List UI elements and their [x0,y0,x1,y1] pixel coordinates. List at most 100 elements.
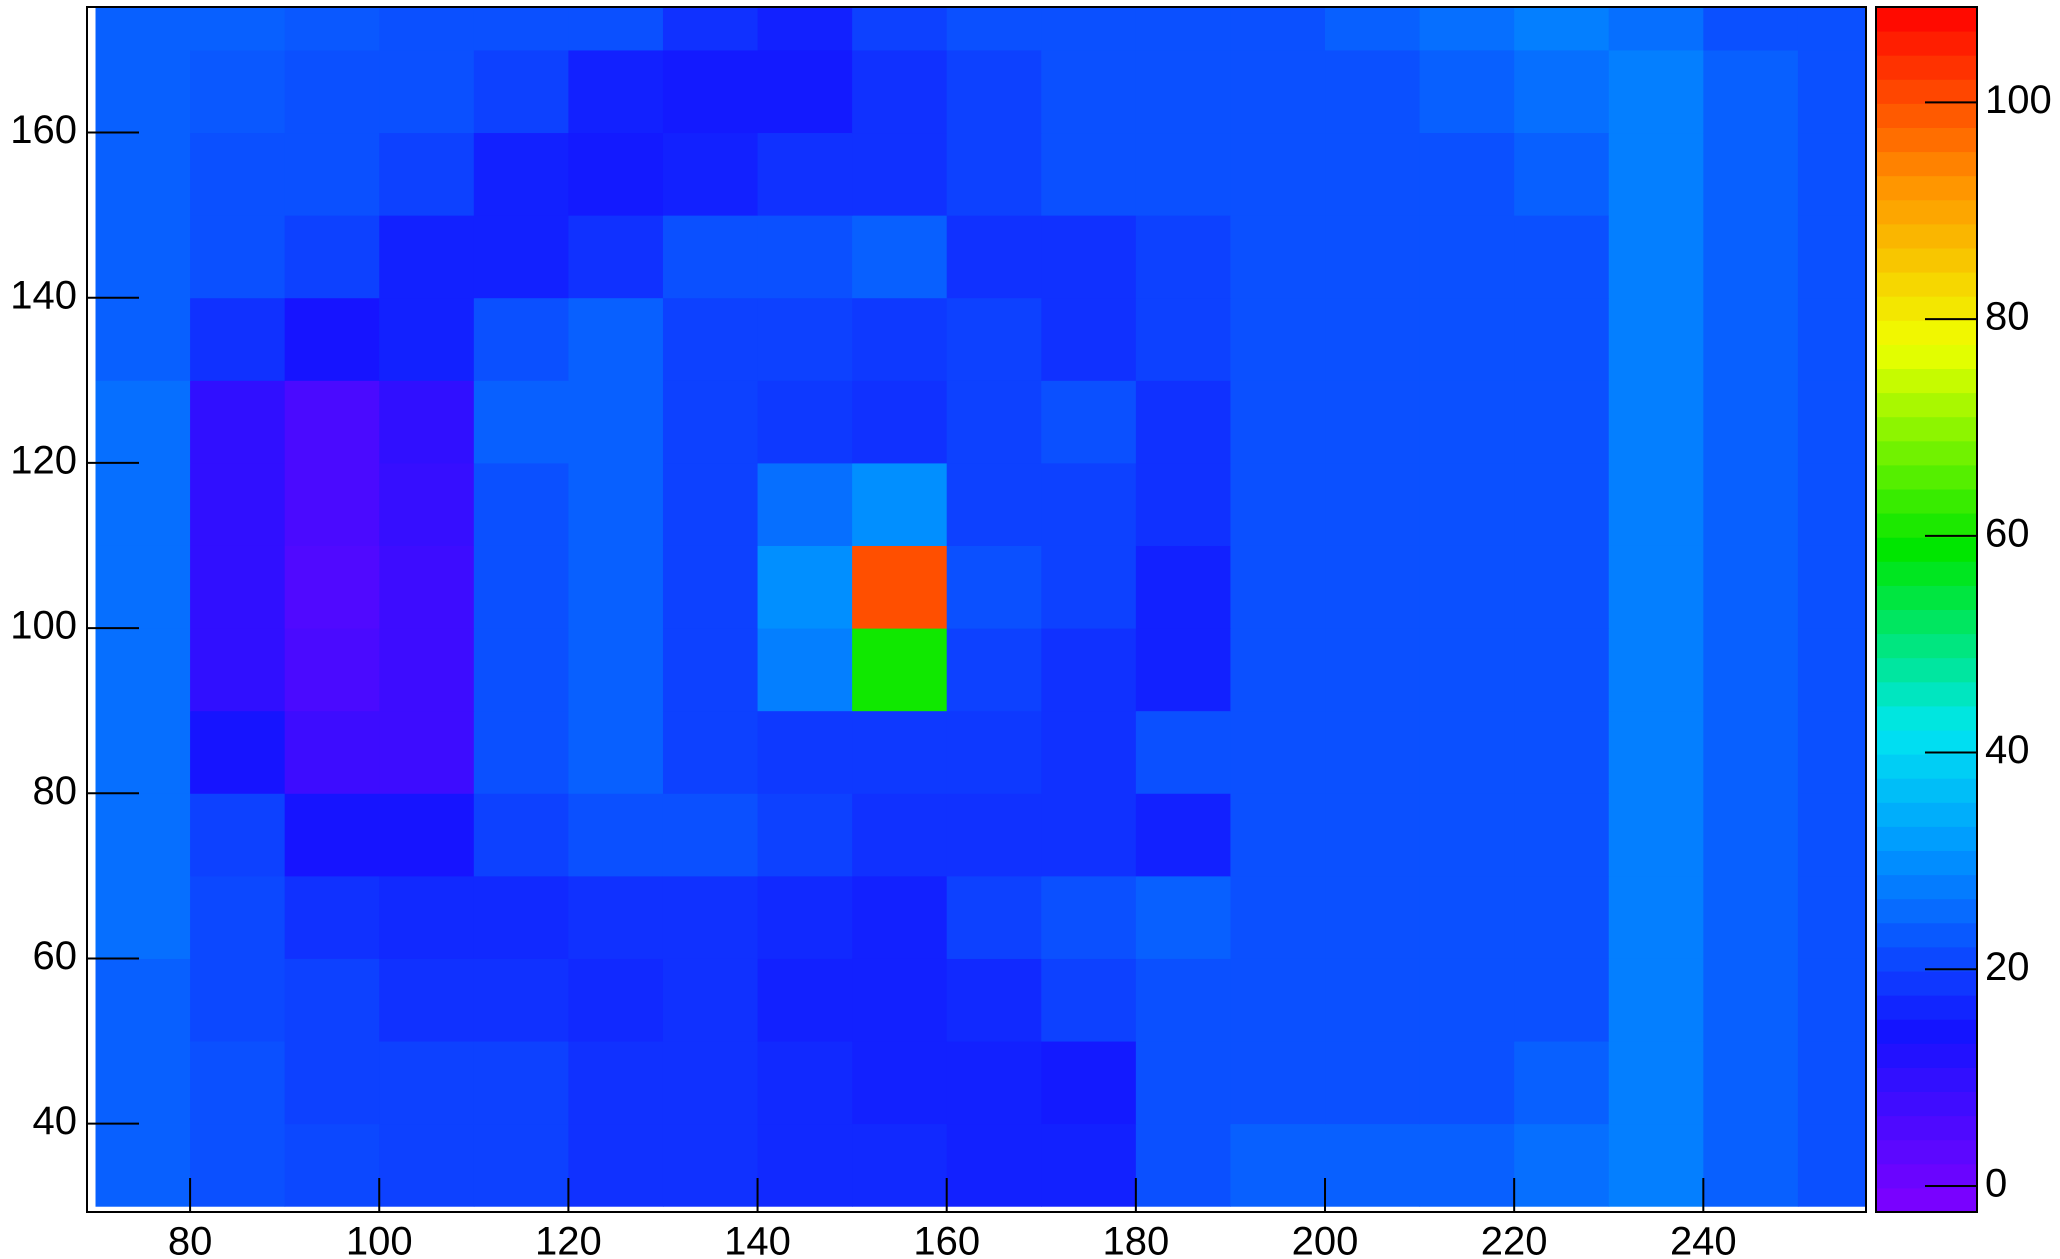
heatmap-cell [379,380,474,463]
heatmap-cell [190,876,285,959]
heatmap-cell [758,793,853,876]
heatmap-cell [1609,463,1704,546]
heatmap-cell [568,876,663,959]
heatmap-cell [1609,133,1704,216]
heatmap-cell [1703,958,1798,1041]
heatmap-cell [285,628,380,711]
colorbar-tick-label: 40 [1985,728,2030,772]
heatmap-cell [947,545,1042,628]
colorbar-band [1876,393,1977,418]
heatmap-cell [190,380,285,463]
colorbar-band [1876,1092,1977,1117]
y-tick-label: 160 [10,108,77,152]
heatmap-cell [190,133,285,216]
heatmap-cell [96,793,191,876]
heatmap-cell [1420,133,1515,216]
heatmap-cell [1703,1124,1798,1207]
heatmap-cell [285,1124,380,1207]
heatmap-cell [474,133,569,216]
colorbar-band [1876,200,1977,225]
colorbar-band [1876,826,1977,851]
heatmap-cell [1609,380,1704,463]
colorbar-band [1876,103,1977,128]
heatmap-cell [190,545,285,628]
heatmap-cell [474,215,569,298]
heatmap-cell [1136,380,1231,463]
heatmap-cell [852,463,947,546]
heatmap-cell [758,463,853,546]
heatmap-cell [1230,545,1325,628]
heatmap-cell [663,545,758,628]
colorbar-tick-label: 0 [1985,1162,2007,1206]
x-tick-label: 140 [724,1220,791,1259]
heatmap-cell [1514,133,1609,216]
colorbar-band [1876,995,1977,1020]
heatmap-cell [568,1041,663,1124]
heatmap-cell [1514,1124,1609,1207]
heatmap-cell [1041,711,1136,794]
heatmap-cell [947,711,1042,794]
heatmap-cell [568,50,663,133]
heatmap-cell [1041,50,1136,133]
colorbar-band [1876,658,1977,683]
colorbar-band [1876,923,1977,948]
heatmap-cell [285,711,380,794]
heatmap-cell [1609,1124,1704,1207]
colorbar-band [1876,320,1977,345]
heatmap-cell [663,50,758,133]
y-tick-label: 100 [10,604,77,648]
heatmap-cell [1136,1124,1231,1207]
colorbar-band [1876,417,1977,442]
heatmap-cell [758,298,853,381]
y-tick-label: 140 [10,273,77,317]
heatmap-cell [1325,1041,1420,1124]
colorbar-band [1876,465,1977,490]
heatmap-cell [852,711,947,794]
heatmap-cell [96,958,191,1041]
heatmap-cell [1514,545,1609,628]
colorbar-band [1876,971,1977,996]
heatmap-cell [1230,1041,1325,1124]
heatmap-cell [1230,628,1325,711]
heatmap-cell [1420,958,1515,1041]
heatmap-cell [758,876,853,959]
heatmap-cell [568,380,663,463]
heatmap-cell [474,628,569,711]
colorbar-band [1876,802,1977,827]
heatmap-cell [379,50,474,133]
heatmap-cell [190,215,285,298]
heatmap-cell [1420,1041,1515,1124]
heatmap-cell [190,298,285,381]
heatmap-cell [96,133,191,216]
heatmap-cell [852,50,947,133]
heatmap-cell [1136,298,1231,381]
heatmap-cell [663,793,758,876]
heatmap-cell [379,215,474,298]
heatmap-cell [285,958,380,1041]
heatmap-cell [758,380,853,463]
heatmap-cell [758,958,853,1041]
colorbar-band [1876,1019,1977,1044]
heatmap-cell [1514,298,1609,381]
heatmap-cell [568,628,663,711]
heatmap-cell [1136,711,1231,794]
y-tick-label: 60 [33,934,78,978]
heatmap-cell [1514,215,1609,298]
heatmap-cell [1514,50,1609,133]
heatmap-cell [190,711,285,794]
heatmap-cell [1609,711,1704,794]
heatmap-cell [1325,298,1420,381]
heatmap-cell [1041,380,1136,463]
heatmap-cell [1041,876,1136,959]
heatmap-cell [1230,298,1325,381]
heatmap-cell [474,545,569,628]
colorbar-tick-label: 20 [1985,945,2030,989]
heatmap-cell [947,215,1042,298]
colorbar-band [1876,1067,1977,1092]
heatmap-cell [96,1041,191,1124]
heatmap-cell [1136,793,1231,876]
heatmap-cell [852,793,947,876]
colorbar-band [1876,296,1977,321]
colorbar-band [1876,31,1977,56]
heatmap-cell [852,215,947,298]
